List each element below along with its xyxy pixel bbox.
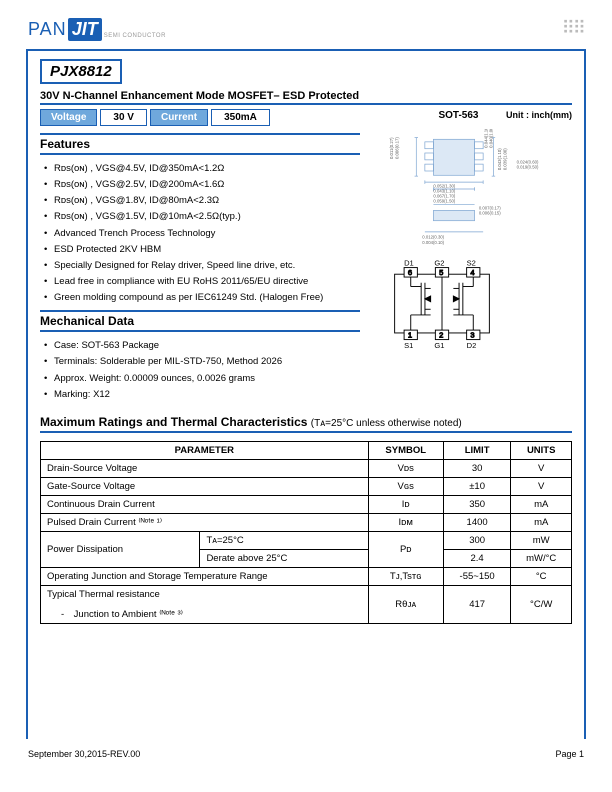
svg-text:1: 1 (408, 331, 412, 340)
voltage-label: Voltage (40, 109, 97, 126)
features-heading: Features (40, 133, 360, 155)
pin-label: S2 (467, 260, 476, 268)
feature-item: Rᴅs(ᴏɴ) , VGS@1.8V, ID@80mA<2.3Ω (44, 193, 360, 209)
dim-text: 0.011(0.27) (389, 137, 394, 159)
dim-text: 0.052(1.30) (433, 183, 455, 188)
features-list: Rᴅs(ᴏɴ) , VGS@4.5V, ID@350mA<1.2Ω Rᴅs(ᴏɴ… (40, 161, 360, 306)
unit-label: Unit : inch(mm) (506, 110, 572, 120)
logo-text-right: JIT (68, 18, 102, 41)
current-value: 350mA (211, 109, 270, 126)
current-label: Current (150, 109, 208, 126)
dim-text: 0.012(0.30) (422, 235, 444, 240)
dim-text: 0.044(1.10) (483, 129, 488, 148)
part-number-box: PJX8812 (40, 59, 122, 84)
voltage-value: 30 V (100, 109, 147, 126)
footer-page: Page 1 (555, 749, 584, 759)
ratings-condition: (Tᴀ=25°C unless otherwise noted) (311, 418, 462, 429)
ratings-heading: Maximum Ratings and Thermal Characterist… (40, 415, 572, 433)
page-footer: September 30,2015-REV.00 Page 1 (0, 739, 612, 759)
feature-item: Rᴅs(ᴏɴ) , VGS@1.5V, ID@10mA<2.5Ω(typ.) (44, 209, 360, 225)
dim-text: 0.040(1.00) (489, 129, 494, 148)
logo-text-left: PAN (28, 19, 67, 40)
mechanical-list: Case: SOT-563 Package Terminals: Soldera… (40, 338, 360, 403)
pin-label: G1 (434, 341, 444, 350)
svg-text:4: 4 (470, 268, 474, 277)
dim-text: 0.043(1.10) (433, 188, 455, 193)
dim-text: 0.004(0.10) (422, 240, 444, 245)
mech-item: Marking: X12 (44, 387, 360, 403)
svg-text:5: 5 (439, 268, 443, 277)
dim-text: 0.024(0.60) (517, 159, 539, 164)
dim-text: 0.007(0.17) (479, 206, 501, 211)
circuit-diagram: 6 5 4 1 2 3 (372, 260, 512, 350)
col-symbol: SYMBOL (368, 441, 443, 459)
part-number: PJX8812 (50, 63, 112, 80)
svg-text:3: 3 (470, 331, 474, 340)
package-name: SOT-563 (438, 110, 478, 121)
package-drawing: 0.011(0.27) 0.006(0.17) 0.044(1.10) 0.04… (372, 129, 572, 249)
table-row: Drain-Source Voltage Vᴅs 30 V (41, 459, 572, 477)
content-frame: PJX8812 30V N-Channel Enhancement Mode M… (26, 49, 586, 739)
feature-item: Rᴅs(ᴏɴ) , VGS@2.5V, ID@200mA<1.6Ω (44, 177, 360, 193)
col-limit: LIMIT (443, 441, 511, 459)
feature-item: Lead free in compliance with EU RoHS 201… (44, 274, 360, 290)
table-row: Pulsed Drain Current ⁽ᴺᵒᵗᵉ ¹⁾ Iᴅᴍ 1400 m… (41, 513, 572, 531)
feature-item: Advanced Trench Process Technology (44, 226, 360, 242)
mech-item: Terminals: Solderable per MIL-STD-750, M… (44, 354, 360, 370)
spec-row: Voltage 30 V Current 350mA (40, 109, 270, 126)
dim-text: 0.039(1.00) (502, 148, 507, 170)
company-logo: PAN JIT SEMI CONDUCTOR (28, 18, 166, 41)
right-column: 0.011(0.27) 0.006(0.17) 0.044(1.10) 0.04… (372, 129, 572, 403)
feature-item: Rᴅs(ᴏɴ) , VGS@4.5V, ID@350mA<1.2Ω (44, 161, 360, 177)
dim-text: 0.067(1.70) (433, 194, 455, 199)
mech-item: Approx. Weight: 0.00009 ounces, 0.0026 g… (44, 371, 360, 387)
decorative-dots-icon: ⠿⠿ (562, 18, 584, 39)
footer-date: September 30,2015-REV.00 (28, 749, 140, 759)
product-subtitle: 30V N-Channel Enhancement Mode MOSFET– E… (40, 90, 572, 105)
feature-item: Specially Designed for Relay driver, Spe… (44, 258, 360, 274)
table-row: Power Dissipation Tᴀ=25°C Pᴅ 300 mW (41, 531, 572, 549)
col-units: UNITS (511, 441, 572, 459)
dim-text: 0.006(0.15) (479, 211, 501, 216)
pin-label: D1 (404, 260, 414, 268)
pin-label: G2 (434, 260, 444, 268)
dim-text: 0.019(0.50) (517, 164, 539, 169)
feature-item: ESD Protected 2KV HBM (44, 242, 360, 258)
pin-label: S1 (404, 341, 413, 350)
table-row: Operating Junction and Storage Temperatu… (41, 567, 572, 585)
feature-item: Green molding compound as per IEC61249 S… (44, 290, 360, 306)
dim-text: 0.043(1.10) (497, 148, 502, 170)
dim-text: 0.006(0.17) (394, 137, 399, 159)
svg-text:6: 6 (408, 268, 412, 277)
mech-item: Case: SOT-563 Package (44, 338, 360, 354)
logo-subtitle: SEMI CONDUCTOR (104, 33, 166, 39)
table-row: Typical Thermal resistance Rθᴊᴀ 417 °C/W (41, 585, 572, 603)
dim-text: 0.059(1.50) (433, 199, 455, 204)
table-row: Gate-Source Voltage Vɢs ±10 V (41, 477, 572, 495)
col-parameter: PARAMETER (41, 441, 369, 459)
ratings-title: Maximum Ratings and Thermal Characterist… (40, 415, 307, 429)
ratings-table: PARAMETER SYMBOL LIMIT UNITS Drain-Sourc… (40, 441, 572, 624)
mechanical-heading: Mechanical Data (40, 310, 360, 332)
table-row: Continuous Drain Current Iᴅ 350 mA (41, 495, 572, 513)
svg-text:2: 2 (439, 331, 443, 340)
page-header: PAN JIT SEMI CONDUCTOR ⠿⠿ (0, 0, 612, 49)
pin-label: D2 (467, 341, 477, 350)
left-column: Features Rᴅs(ᴏɴ) , VGS@4.5V, ID@350mA<1.… (40, 129, 360, 403)
